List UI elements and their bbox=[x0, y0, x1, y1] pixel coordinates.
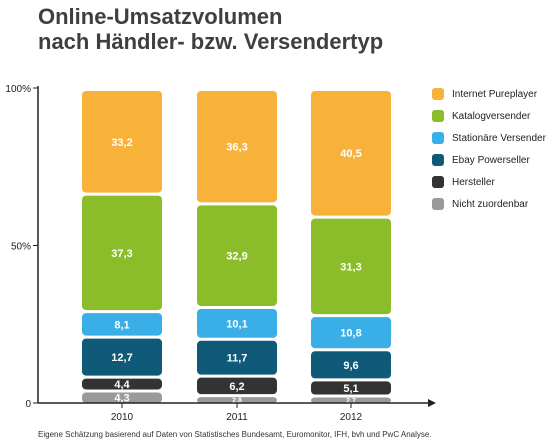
legend-item: Katalogversender bbox=[432, 108, 546, 124]
legend-swatch bbox=[432, 110, 444, 122]
bar-segment bbox=[82, 378, 162, 390]
legend-label: Stationäre Versender bbox=[452, 132, 546, 144]
chart-title-line1: Online-Umsatzvolumen bbox=[38, 4, 283, 29]
bar-segment bbox=[82, 91, 162, 193]
chart-title-line2: nach Händler- bzw. Versendertyp bbox=[38, 29, 384, 54]
legend-item: Ebay Powerseller bbox=[432, 152, 546, 168]
bar-segment bbox=[311, 218, 391, 315]
bar-segment bbox=[82, 313, 162, 336]
bar-segment bbox=[197, 340, 277, 375]
bar-data-label: 36,3 bbox=[226, 142, 247, 154]
bar-segment bbox=[311, 381, 391, 395]
bar-data-label: 4,4 bbox=[114, 379, 130, 391]
bar-data-label: 4,3 bbox=[114, 393, 129, 405]
legend-label: Hersteller bbox=[452, 176, 495, 188]
bar-segment bbox=[82, 392, 162, 403]
bar-data-label: 2,7 bbox=[346, 398, 356, 405]
bar-segment bbox=[197, 91, 277, 203]
bar-segment bbox=[311, 351, 391, 379]
bars-group: 4,3 4,4 12,7 8,1 37,3 33,2 2,8 6,2 11,7 10,1 32,9 3… bbox=[82, 91, 391, 405]
legend-swatch bbox=[432, 198, 444, 210]
x-tick-label: 2012 bbox=[340, 412, 363, 423]
bar-data-label: 5,1 bbox=[343, 383, 358, 395]
legend-label: Internet Pureplayer bbox=[452, 88, 538, 100]
legend-label: Nicht zuordenbar bbox=[452, 198, 529, 210]
bar-data-label: 11,7 bbox=[227, 353, 248, 365]
x-tick-label: 2011 bbox=[226, 412, 248, 423]
bar-data-label: 40,5 bbox=[340, 148, 361, 160]
bar-data-label: 31,3 bbox=[340, 261, 361, 273]
legend: Internet Pureplayer Katalogversender Stati… bbox=[432, 86, 546, 218]
bar-data-label: 9,6 bbox=[343, 360, 358, 372]
bar-segment bbox=[311, 397, 391, 403]
bar-data-label: 10,8 bbox=[340, 328, 361, 340]
bar-segment bbox=[311, 317, 391, 349]
bar-data-label: 32,9 bbox=[226, 251, 247, 263]
axes-group: 0 50% 100% 2010 2011 2012 bbox=[5, 84, 436, 423]
source-note: Eigene Schätzung basierend auf Daten von… bbox=[38, 430, 432, 439]
y-tick-label: 100% bbox=[5, 84, 31, 95]
chart-title: Online-Umsatzvolumen nach Händler- bzw. … bbox=[38, 4, 383, 54]
legend-swatch bbox=[432, 154, 444, 166]
bar-segment bbox=[82, 338, 162, 376]
bar-segment bbox=[311, 91, 391, 216]
bar-segment bbox=[197, 308, 277, 338]
bar-segment bbox=[82, 195, 162, 311]
bar-data-label: 6,2 bbox=[229, 381, 244, 393]
bar-data-label: 33,2 bbox=[111, 137, 132, 149]
legend-item: Internet Pureplayer bbox=[432, 86, 546, 102]
legend-label: Katalogversender bbox=[452, 110, 531, 122]
bar-segment bbox=[197, 397, 277, 403]
bar-segment bbox=[197, 205, 277, 306]
legend-label: Ebay Powerseller bbox=[452, 154, 530, 166]
bar-segment bbox=[197, 377, 277, 395]
legend-swatch bbox=[432, 132, 444, 144]
legend-swatch bbox=[432, 88, 444, 100]
bar-data-label: 12,7 bbox=[111, 352, 132, 364]
bar-data-label: 10,1 bbox=[226, 318, 247, 330]
x-tick-label: 2010 bbox=[111, 412, 134, 423]
x-axis-arrow-icon bbox=[428, 399, 436, 407]
y-tick-label: 50% bbox=[11, 242, 31, 253]
bar-data-label: 2,8 bbox=[232, 398, 242, 405]
legend-item: Hersteller bbox=[432, 174, 546, 190]
y-tick-label: 0 bbox=[25, 399, 31, 410]
legend-item: Nicht zuordenbar bbox=[432, 196, 546, 212]
bar-data-label: 37,3 bbox=[111, 248, 132, 260]
bar-data-label: 8,1 bbox=[114, 319, 129, 331]
legend-swatch bbox=[432, 176, 444, 188]
legend-item: Stationäre Versender bbox=[432, 130, 546, 146]
